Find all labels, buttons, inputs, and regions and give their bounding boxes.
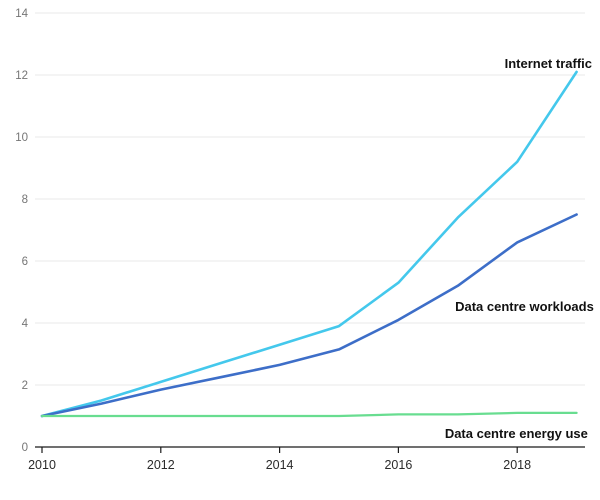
y-axis-tick-label-8: 8 — [22, 194, 28, 206]
series-label-data-centre-energy-use: Data centre energy use — [445, 426, 588, 441]
series-label-data-centre-workloads: Data centre workloads — [455, 299, 594, 314]
x-axis-tick-label-2012: 2012 — [147, 458, 175, 472]
x-axis-tick-label-2010: 2010 — [28, 458, 56, 472]
series-line-internet-traffic — [40, 70, 578, 418]
y-axis-tick-label-0: 0 — [22, 442, 28, 454]
series-line-data-centre-workloads — [40, 213, 578, 418]
y-axis-tick-label-4: 4 — [22, 318, 29, 330]
y-axis-tick-label-2: 2 — [22, 380, 28, 392]
series-line-data-centre-energy-use — [40, 411, 578, 418]
x-axis-tick-label-2018: 2018 — [503, 458, 531, 472]
series-label-internet-traffic: Internet traffic — [505, 56, 592, 71]
x-axis-tick-label-2014: 2014 — [266, 458, 294, 472]
y-axis-tick-label-12: 12 — [15, 70, 28, 82]
x-axis-tick-label-2016: 2016 — [384, 458, 412, 472]
y-axis-tick-label-6: 6 — [22, 256, 28, 268]
y-axis-tick-label-10: 10 — [15, 132, 28, 144]
y-axis-tick-label-14: 14 — [15, 8, 28, 20]
